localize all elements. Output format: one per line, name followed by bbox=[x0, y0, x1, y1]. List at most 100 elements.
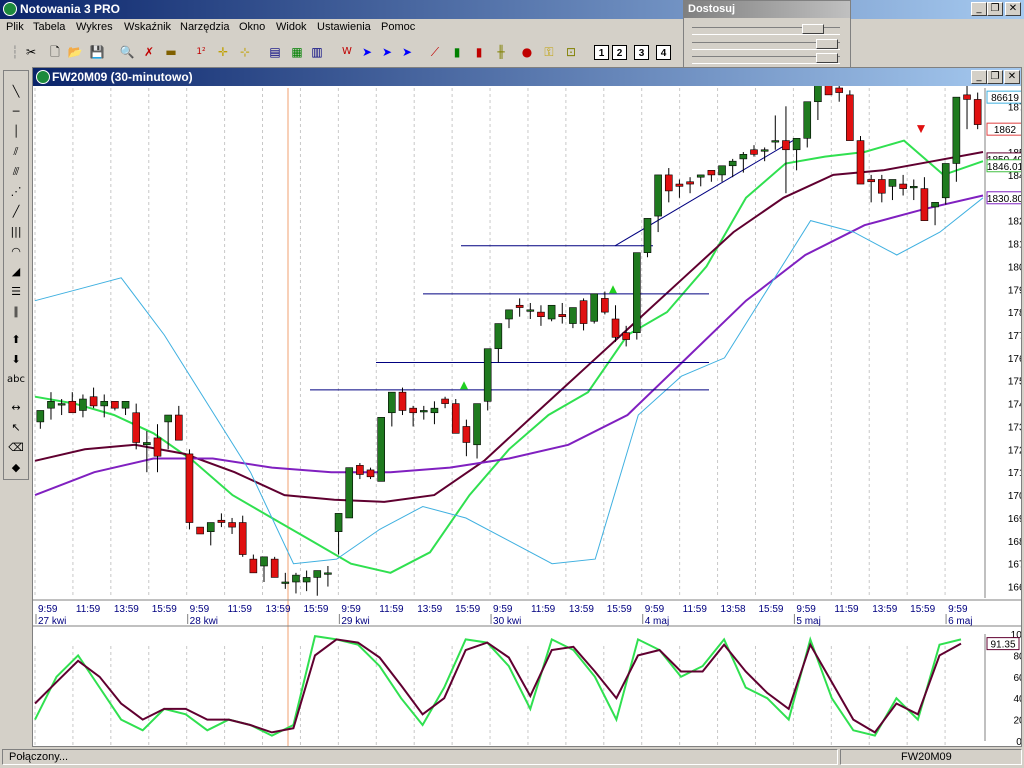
adjust-slider-2[interactable] bbox=[692, 39, 840, 50]
adjust-slider-1[interactable] bbox=[692, 24, 840, 35]
osc-tick-label: 40 bbox=[1013, 694, 1021, 705]
vertical-line-tool-icon[interactable]: │ bbox=[12, 125, 20, 138]
zoom-chart-icon[interactable]: ⊡ bbox=[565, 45, 577, 59]
fibonacci-retracement-tool-icon[interactable]: ☰ bbox=[11, 285, 21, 298]
arcs-tool-icon[interactable]: ◠ bbox=[11, 245, 21, 258]
price-tick-label: 1810 bbox=[1008, 240, 1021, 251]
time-tick-label: 9:59 bbox=[341, 604, 361, 615]
preset-button-1[interactable]: 1 bbox=[594, 45, 609, 60]
price-chart[interactable]: 1870186018501840183018201810180017901780… bbox=[33, 86, 1021, 746]
candle-chart-icon[interactable]: ▮ bbox=[475, 45, 483, 59]
candle-body bbox=[185, 453, 194, 523]
candle-body bbox=[739, 154, 748, 160]
date-label: 28 kwi bbox=[190, 616, 218, 627]
candle-body bbox=[388, 391, 396, 414]
preset-button-3[interactable]: 3 bbox=[634, 45, 649, 60]
price-badge-label: 1862 bbox=[994, 125, 1017, 136]
table-icon[interactable]: ▥ bbox=[311, 45, 323, 59]
candle-body bbox=[664, 174, 673, 192]
windows-icon[interactable]: ▦ bbox=[291, 45, 303, 59]
chart-close-icon[interactable]: ✕ bbox=[1004, 70, 1020, 84]
save-icon[interactable]: 💾 bbox=[89, 45, 105, 59]
bar-chart-icon[interactable]: ▮ bbox=[453, 45, 461, 59]
arrow-down-tool-icon[interactable]: ⬇ bbox=[11, 353, 21, 366]
move-tool-icon[interactable]: ↔ bbox=[11, 401, 21, 414]
ohlc-icon[interactable]: ╫ bbox=[497, 45, 505, 59]
price-tick-label: 1680 bbox=[1008, 537, 1021, 548]
ruler-icon[interactable]: ▬ bbox=[165, 45, 177, 59]
menu-pomoc[interactable]: Pomoc bbox=[381, 21, 416, 33]
new-file-icon[interactable]: 🗋 bbox=[50, 45, 60, 59]
slider-thumb[interactable] bbox=[816, 53, 838, 63]
time-tick-label: 13:58 bbox=[721, 604, 746, 615]
pointer-tool-icon[interactable]: ↖ bbox=[11, 421, 21, 434]
open-folder-icon[interactable]: 📂 bbox=[67, 45, 83, 59]
time-tick-label: 9:59 bbox=[493, 604, 513, 615]
horizontal-line-tool-icon[interactable]: ─ bbox=[12, 105, 20, 118]
price-tick-label: 1840 bbox=[1008, 171, 1021, 182]
wl-icon[interactable]: W bbox=[342, 46, 352, 57]
parallel-lines-tool-icon[interactable]: ⫻ bbox=[12, 165, 20, 178]
candle-body bbox=[238, 522, 247, 555]
eraser-all-tool-icon[interactable]: ◆ bbox=[11, 461, 21, 474]
menu-widok[interactable]: Widok bbox=[276, 21, 307, 33]
candle-body bbox=[398, 391, 407, 411]
fibonacci-time-tool-icon[interactable]: ∥ bbox=[13, 305, 19, 318]
candle-body bbox=[686, 181, 694, 185]
date-label: 6 maj bbox=[948, 616, 972, 627]
menu-narzedzia[interactable]: Narzędzia bbox=[180, 21, 230, 33]
trend-line-tool-icon[interactable]: ╱ bbox=[12, 205, 20, 218]
preset-button-2[interactable]: 2 bbox=[612, 45, 627, 60]
cut-icon[interactable]: ✂ bbox=[25, 45, 37, 59]
menu-ustawienia[interactable]: Ustawienia bbox=[317, 21, 371, 33]
eraser-tool-icon[interactable]: ⌫ bbox=[8, 441, 24, 454]
indicator-icon[interactable]: ● bbox=[521, 45, 533, 59]
menu-okno[interactable]: Okno bbox=[239, 21, 266, 33]
crosshair-icon[interactable]: ✛ bbox=[217, 45, 229, 59]
arrow-right-2-icon[interactable]: ➤ bbox=[381, 45, 393, 59]
line-chart-icon[interactable]: ⟋ bbox=[430, 45, 440, 59]
minimize-icon[interactable]: _ bbox=[971, 2, 987, 16]
numbers-icon[interactable]: 1² bbox=[196, 47, 206, 57]
menu-wykres[interactable]: Wykres bbox=[76, 21, 113, 33]
restore-icon[interactable]: ❐ bbox=[987, 2, 1003, 16]
channel-tool-icon[interactable]: ⫽ bbox=[13, 145, 19, 158]
close-icon[interactable]: ✕ bbox=[1005, 2, 1021, 16]
cycle-lines-tool-icon[interactable]: ||| bbox=[10, 225, 22, 238]
layout-icon[interactable]: ▤ bbox=[269, 45, 281, 59]
candle-body bbox=[856, 140, 865, 185]
candle-body bbox=[728, 160, 737, 167]
price-tick-label: 1730 bbox=[1008, 422, 1021, 433]
candle-body bbox=[430, 407, 439, 414]
cursor-cross-icon[interactable]: ⊹ bbox=[239, 45, 251, 59]
search-icon[interactable]: 🔍 bbox=[119, 45, 135, 59]
osc-tick-label: 100 bbox=[1011, 630, 1021, 641]
menu-tabela[interactable]: Tabela bbox=[33, 21, 66, 33]
menu-wskaznik[interactable]: Wskaźnik bbox=[124, 21, 172, 33]
arrow-right-3-icon[interactable]: ➤ bbox=[401, 45, 413, 59]
slider-thumb[interactable] bbox=[816, 39, 838, 49]
arrow-up-tool-icon[interactable]: ⬆ bbox=[11, 333, 21, 346]
chart-minimize-icon[interactable]: _ bbox=[971, 70, 987, 84]
app-title: Notowania 3 PRO bbox=[20, 2, 121, 16]
osc-tick-label: 80 bbox=[1013, 651, 1021, 662]
candle-body bbox=[132, 412, 140, 443]
slider-thumb[interactable] bbox=[802, 24, 824, 34]
chart-window-icon bbox=[36, 70, 50, 84]
time-tick-label: 11:59 bbox=[531, 604, 556, 615]
adjust-panel-title: Dostosuj bbox=[684, 1, 850, 18]
chart-restore-icon[interactable]: ❐ bbox=[987, 70, 1003, 84]
delete-icon[interactable]: ✗ bbox=[143, 45, 155, 59]
text-tool[interactable]: abc bbox=[7, 374, 25, 385]
adjust-slider-3[interactable] bbox=[692, 53, 840, 64]
speed-fan-tool-icon[interactable]: ◢ bbox=[11, 265, 21, 278]
key-icon[interactable]: ⚿ bbox=[544, 45, 554, 59]
signal-arrow-up-icon bbox=[460, 381, 468, 390]
menu-plik[interactable]: Plik bbox=[6, 21, 24, 33]
fan-tool-icon[interactable]: ⋰ bbox=[10, 185, 22, 198]
diagonal-line-tool-icon[interactable]: ╲ bbox=[12, 85, 20, 98]
time-tick-label: 13:59 bbox=[872, 604, 897, 615]
candle-body bbox=[409, 407, 417, 414]
arrow-right-1-icon[interactable]: ➤ bbox=[361, 45, 373, 59]
preset-button-4[interactable]: 4 bbox=[656, 45, 671, 60]
